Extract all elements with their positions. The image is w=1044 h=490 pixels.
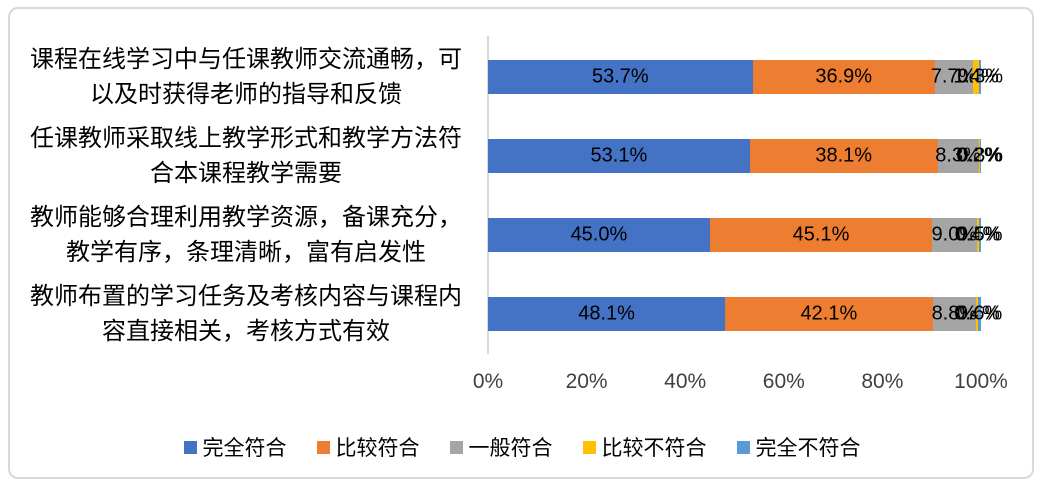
bar-segment-完全符合[interactable]: 53.7% — [488, 60, 753, 95]
legend-label: 一般符合 — [468, 437, 553, 460]
legend-swatch-icon — [316, 440, 330, 454]
x-axis-tick-label: 80% — [861, 370, 904, 393]
x-axis-tick-label: 100% — [954, 370, 1008, 393]
bar-segment-比较不符合[interactable]: 1.4% — [953, 60, 999, 95]
bar-segment-完全不符合[interactable]: 0.3% — [957, 139, 1003, 174]
legend-item-完全不符合[interactable]: 完全不符合 — [736, 432, 861, 462]
data-label: 38.1% — [815, 144, 873, 167]
bar-track: 48.1%42.1%8.8%0.4%0.6% — [488, 296, 1002, 331]
plot-area: 课程在线学习中与任课教师交流通畅，可以及时获得老师的指导和反馈 53.7% 36.9… — [22, 38, 1003, 353]
x-axis: 0% 20% 40% 60% 80% 100% — [473, 370, 1008, 402]
category-row: 任课教师采取线上教学形式和教学方法符合本课程教学需要 53.1% 38.1% 8.3%… — [22, 117, 1003, 196]
bar-segment-完全不符合[interactable]: 0.6% — [957, 296, 1002, 331]
x-axis-tick-label: 20% — [565, 370, 608, 393]
bar-segment-完全符合[interactable]: 48.1% — [488, 296, 726, 331]
bar-segment-比较符合[interactable]: 36.9% — [752, 60, 935, 95]
data-label: 7.7% — [930, 65, 977, 88]
legend-swatch-icon — [736, 440, 750, 454]
legend-swatch-icon — [183, 440, 197, 454]
bar-segment-比较符合[interactable]: 38.1% — [749, 139, 938, 174]
legend-item-比较不符合[interactable]: 比较不符合 — [582, 432, 707, 462]
x-axis-tick-label: 0% — [472, 370, 504, 393]
category-row: 教师能够合理利用教学资源，备课充分，教学有序，条理清晰，富有启发性 45.0% 45… — [22, 196, 1003, 275]
legend-item-比较符合[interactable]: 比较符合 — [316, 432, 420, 462]
bar-segment-一般符合[interactable]: 8.8% — [931, 296, 978, 331]
bar-segment-完全符合[interactable]: 45.0% — [488, 217, 710, 252]
bar-segment-完全不符合[interactable]: 0.3% — [957, 60, 1003, 95]
legend-item-一般符合[interactable]: 一般符合 — [449, 432, 553, 462]
data-label: 8.8% — [931, 302, 978, 325]
bar-segment-比较符合[interactable]: 42.1% — [725, 296, 933, 331]
legend-label: 完全符合 — [202, 437, 287, 460]
bar-segment-一般符合[interactable]: 8.3% — [935, 139, 981, 174]
bar-segment-完全不符合[interactable]: 0.5% — [957, 217, 1003, 252]
category-label: 课程在线学习中与任课教师交流通畅，可以及时获得老师的指导和反馈 — [30, 46, 462, 109]
data-label: 53.7% — [592, 65, 649, 88]
category-label: 教师布置的学习任务及考核内容与课程内容直接相关，考核方式有效 — [30, 282, 462, 345]
data-label: 8.3% — [935, 144, 981, 167]
data-label: 45.0% — [570, 223, 628, 246]
legend-label: 比较不符合 — [601, 437, 707, 460]
legend-swatch-icon — [449, 440, 463, 454]
category-row: 课程在线学习中与任课教师交流通畅，可以及时获得老师的指导和反馈 53.7% 36.9… — [22, 38, 1003, 117]
category-label: 任课教师采取线上教学形式和教学方法符合本课程教学需要 — [30, 125, 462, 188]
bar-track: 53.7% 36.9% 7.7% 1.4% 0.3% — [488, 60, 1003, 95]
legend-label: 完全不符合 — [755, 437, 861, 460]
data-label: 36.9% — [815, 65, 873, 88]
legend: 完全符合 比较符合 一般符合 比较不符合 完全不符合 — [0, 432, 1044, 462]
data-label: 42.1% — [800, 302, 858, 325]
y-axis-line — [487, 36, 489, 354]
x-axis-tick-label: 40% — [664, 370, 707, 393]
legend-label: 比较符合 — [335, 437, 420, 460]
bar-segment-一般符合[interactable]: 9.0% — [931, 217, 978, 252]
bar-segment-完全符合[interactable]: 53.1% — [488, 139, 750, 174]
legend-item-完全符合[interactable]: 完全符合 — [183, 432, 287, 462]
data-label: 48.1% — [578, 302, 635, 325]
category-label: 教师能够合理利用教学资源，备课充分，教学有序，条理清晰，富有启发性 — [30, 203, 462, 266]
bar-segment-比较符合[interactable]: 45.1% — [709, 217, 933, 252]
bar-track: 53.1%38.1%8.3%0.2%0.3% — [488, 139, 1003, 174]
category-row: 教师布置的学习任务及考核内容与课程内容直接相关，考核方式有效 48.1% 42.1%… — [22, 274, 1002, 353]
bar-track: 45.0%45.1%9.0%0.4%0.5% — [488, 217, 1003, 252]
data-label: 9.0% — [931, 223, 978, 246]
legend-swatch-icon — [582, 440, 596, 454]
bar-segment-一般符合[interactable]: 7.7% — [931, 60, 976, 95]
data-label: 53.1% — [590, 144, 648, 167]
data-label: 45.1% — [792, 223, 850, 246]
x-axis-tick-label: 60% — [762, 370, 805, 393]
